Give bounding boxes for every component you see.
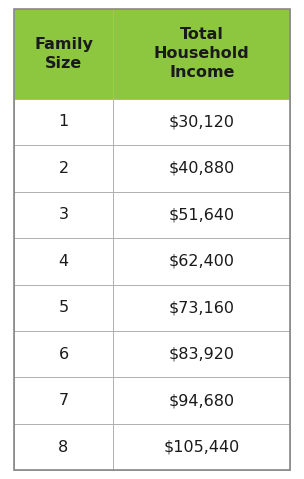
Bar <box>14 424 113 470</box>
Text: $62,400: $62,400 <box>169 254 235 269</box>
Text: $94,680: $94,680 <box>169 393 235 408</box>
Text: 5: 5 <box>58 300 68 315</box>
Bar <box>113 285 290 331</box>
Bar <box>113 238 290 285</box>
Text: $51,640: $51,640 <box>169 207 235 222</box>
Bar <box>113 99 290 145</box>
Text: 8: 8 <box>58 440 69 455</box>
Bar <box>14 285 113 331</box>
Text: Family
Size: Family Size <box>34 36 93 71</box>
Text: $105,440: $105,440 <box>164 440 240 455</box>
Bar <box>113 145 290 192</box>
Text: $83,920: $83,920 <box>169 347 235 362</box>
Bar <box>14 145 113 192</box>
Bar <box>113 192 290 238</box>
Text: 3: 3 <box>58 207 68 222</box>
Bar <box>14 99 113 145</box>
Bar <box>113 377 290 424</box>
Text: $30,120: $30,120 <box>169 114 235 129</box>
Bar <box>14 331 113 377</box>
Bar <box>113 331 290 377</box>
Bar <box>14 238 113 285</box>
Bar <box>14 9 113 99</box>
Text: $73,160: $73,160 <box>169 300 235 315</box>
Bar <box>113 424 290 470</box>
Bar <box>14 377 113 424</box>
Text: 7: 7 <box>58 393 68 408</box>
Text: 6: 6 <box>58 347 68 362</box>
Text: $40,880: $40,880 <box>169 161 235 176</box>
Bar <box>113 9 290 99</box>
Bar <box>14 192 113 238</box>
Text: Total
Household
Income: Total Household Income <box>154 27 250 80</box>
Text: 1: 1 <box>58 114 69 129</box>
Text: 2: 2 <box>58 161 68 176</box>
Text: 4: 4 <box>58 254 68 269</box>
